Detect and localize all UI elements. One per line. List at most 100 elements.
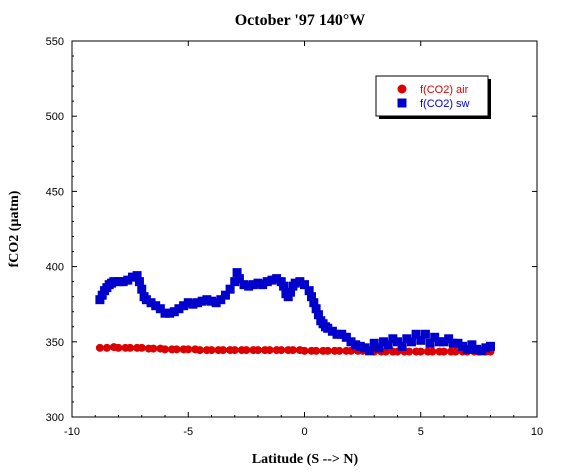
- sw-data-point: [306, 292, 316, 302]
- sw-data-point: [327, 326, 337, 336]
- sw-data-point: [272, 274, 282, 284]
- sw-data-point: [397, 341, 407, 351]
- sw-data-point: [174, 304, 184, 314]
- y-tick-label: 350: [46, 337, 64, 349]
- sw-data-point: [304, 286, 314, 296]
- sw-data-point: [420, 329, 430, 339]
- sw-data-point: [188, 299, 198, 309]
- sw-data-point: [141, 295, 151, 305]
- air-data-point: [323, 346, 332, 355]
- x-axis-label: Latitude (S --> N): [252, 452, 359, 467]
- sw-data-point: [300, 280, 309, 290]
- sw-data-point: [134, 277, 144, 287]
- sw-data-point: [402, 334, 412, 344]
- sw-data-point: [179, 301, 189, 311]
- air-data-point: [440, 347, 448, 356]
- sw-data-point: [406, 337, 416, 347]
- sw-data-point: [388, 334, 398, 344]
- sw-data-point: [434, 337, 444, 347]
- air-data-point: [95, 343, 104, 352]
- air-data-point: [195, 346, 204, 355]
- sw-data-point: [486, 341, 495, 351]
- sw-data-point: [346, 337, 356, 347]
- x-axis: -10 -5 0 5 10: [64, 41, 543, 438]
- sw-data-point: [216, 295, 226, 305]
- sw-data-point: [267, 275, 277, 285]
- sw-data-point: [425, 338, 435, 348]
- sw-data-point: [127, 272, 137, 282]
- sw-data-point: [323, 323, 333, 333]
- air-data-point: [300, 346, 309, 355]
- air-data-point: [207, 346, 216, 355]
- sw-data-point: [337, 329, 347, 339]
- sw-data-point: [248, 280, 258, 290]
- air-data-point: [416, 347, 425, 356]
- sw-data-point: [207, 296, 216, 306]
- legend-air-marker: [397, 84, 407, 94]
- x-tick-label: -10: [64, 426, 80, 438]
- sw-data-point: [137, 284, 147, 294]
- sw-data-point: [393, 337, 402, 347]
- air-data-point: [254, 346, 262, 355]
- air-data-point: [149, 344, 158, 353]
- y-tick-label: 400: [46, 262, 64, 274]
- sw-data-point: [146, 298, 156, 308]
- sw-data-point: [467, 340, 477, 350]
- sw-data-point: [332, 329, 342, 339]
- sw-data-point: [169, 307, 179, 317]
- sw-data-point: [416, 335, 426, 345]
- sw-data-point: [258, 280, 268, 290]
- sw-data-point: [279, 281, 289, 291]
- sw-data-point: [193, 298, 203, 308]
- sw-data-point: [95, 295, 105, 305]
- legend-box: [375, 75, 489, 117]
- sw-data-point: [262, 277, 272, 287]
- sw-data-point: [439, 337, 449, 347]
- sw-data-point: [383, 340, 393, 350]
- sw-data-point: [165, 308, 175, 318]
- sw-data-point: [244, 281, 254, 291]
- air-data-point: [265, 346, 274, 355]
- sw-data-point: [109, 277, 119, 287]
- y-tick-label: 450: [46, 186, 64, 198]
- sw-data-point: [374, 343, 384, 353]
- air-data-point: [381, 347, 390, 356]
- air-data-point: [277, 346, 286, 355]
- sw-data-point: [239, 280, 249, 290]
- sw-data-point: [379, 337, 389, 347]
- legend-sw-label: f(CO2) sw: [420, 98, 470, 110]
- sw-data-point: [232, 268, 242, 278]
- air-data-point: [219, 346, 228, 355]
- x-tick-label: -5: [183, 426, 193, 438]
- sw-data-point: [202, 295, 212, 305]
- sw-data-point: [360, 343, 370, 353]
- sw-data-point: [365, 346, 375, 356]
- air-data-point: [288, 346, 297, 355]
- sw-data-point: [448, 338, 458, 348]
- y-tick-label: 500: [46, 111, 64, 123]
- y-axis-label: fCO2 (µatm): [7, 190, 22, 267]
- chart-title: October '97 140°W: [235, 12, 366, 29]
- air-data-point: [230, 346, 239, 355]
- sw-data-point: [225, 284, 235, 294]
- legend: f(CO2) air f(CO2) sw: [375, 75, 491, 119]
- air-data-point: [126, 343, 135, 352]
- sw-data-point: [472, 344, 482, 354]
- y-tick-label: 550: [46, 36, 64, 48]
- sw-data-point: [151, 301, 161, 311]
- sw-data-point: [453, 338, 463, 348]
- sw-data-point: [97, 290, 107, 300]
- sw-data-point: [341, 332, 351, 342]
- air-data-point: [137, 343, 146, 352]
- sw-data-point: [295, 277, 305, 287]
- sw-data-point: [220, 290, 230, 300]
- sw-data-point: [197, 296, 207, 306]
- sw-data-point: [234, 274, 244, 284]
- sw-data-point: [313, 310, 323, 320]
- air-data-point: [428, 347, 437, 356]
- sw-data-point: [481, 343, 491, 353]
- sw-data-point: [253, 278, 263, 288]
- air-data-point: [184, 345, 193, 354]
- sw-data-point: [309, 298, 319, 308]
- sw-data-point: [311, 304, 321, 314]
